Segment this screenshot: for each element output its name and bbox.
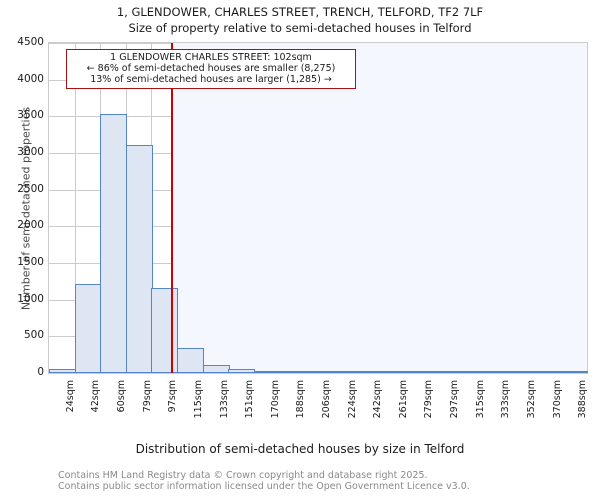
x-axis-ticks: 24sqm 42sqm 60sqm 79sqm 97sqm 115sqm 133sqm 151… — [48, 380, 588, 438]
x-tick-label: 279sqm — [423, 380, 434, 419]
y-tick-label: 4500 — [17, 36, 44, 48]
y-tick-label: 500 — [23, 329, 44, 342]
x-axis-label: Distribution of semi-detached houses by … — [135, 442, 465, 456]
gridline-vertical — [75, 43, 76, 373]
x-tick-label: 242sqm — [372, 380, 383, 419]
footer-line-copyright: Contains HM Land Registry data © Crown c… — [58, 470, 428, 481]
y-tick-label: 1500 — [17, 256, 44, 268]
bar — [561, 371, 588, 373]
x-tick-label: 115sqm — [193, 380, 204, 419]
y-tick-label: 3000 — [17, 146, 44, 158]
x-tick-label: 42sqm — [90, 380, 101, 413]
bar — [228, 368, 255, 373]
x-tick-label: 24sqm — [65, 380, 76, 413]
x-tick-label: 224sqm — [347, 380, 358, 419]
y-tick-label: 0 — [37, 366, 44, 378]
x-tick-label: 388sqm — [577, 380, 588, 419]
histogram-bars — [49, 43, 588, 373]
y-axis-ticks: 0 500 1000 1500 2000 2500 3000 3500 4000 4500 — [0, 37, 600, 378]
x-tick-label: 370sqm — [552, 380, 563, 419]
x-tick-label: 333sqm — [500, 380, 511, 419]
x-tick-label: 97sqm — [167, 380, 178, 413]
x-tick-label: 60sqm — [116, 380, 127, 413]
x-tick-label: 170sqm — [270, 380, 281, 419]
y-tick-label: 2000 — [17, 219, 44, 232]
x-tick-label: 206sqm — [321, 380, 332, 419]
y-tick-label: 1000 — [17, 292, 44, 305]
marker-layer — [49, 43, 587, 373]
bar — [126, 144, 153, 373]
bar — [151, 287, 178, 373]
shade-rect — [171, 43, 587, 373]
annotation-line-title: 1 GLENDOWER CHARLES STREET: 102sqm — [110, 52, 312, 63]
chart-subtitle: Size of property relative to semi-detach… — [128, 21, 472, 35]
x-tick-label: 315sqm — [475, 380, 486, 419]
plot-area — [48, 42, 588, 374]
shaded-larger-region — [49, 43, 587, 373]
x-tick-label: 151sqm — [244, 380, 255, 419]
y-tick-label: 2500 — [17, 182, 44, 195]
x-tick-label: 297sqm — [449, 380, 460, 419]
x-tick-label: 261sqm — [398, 380, 409, 419]
chart-title-block: 1, GLENDOWER, CHARLES STREET, TRENCH, TE… — [0, 4, 600, 36]
x-tick-label: 133sqm — [219, 380, 230, 419]
annotation-line-larger: 13% of semi-detached houses are larger (… — [90, 74, 332, 85]
footer: Contains HM Land Registry data © Crown c… — [58, 470, 598, 492]
property-size-marker-line — [171, 43, 173, 373]
gridline-vertical — [587, 43, 588, 373]
y-tick-label: 4000 — [17, 72, 44, 85]
x-tick-label: 188sqm — [295, 380, 306, 419]
gridline-horizontal — [49, 373, 587, 374]
property-annotation-box: 1 GLENDOWER CHARLES STREET: 102sqm ← 86%… — [66, 49, 356, 89]
page-title: 1, GLENDOWER, CHARLES STREET, TRENCH, TE… — [116, 5, 484, 19]
bar — [177, 348, 204, 373]
x-tick-label: 352sqm — [526, 380, 537, 419]
y-tick-label: 3500 — [17, 109, 44, 122]
annotation-line-smaller: ← 86% of semi-detached houses are smalle… — [86, 63, 336, 74]
footer-line-licence: Contains public sector information licen… — [58, 481, 470, 492]
x-tick-label: 79sqm — [142, 380, 153, 413]
